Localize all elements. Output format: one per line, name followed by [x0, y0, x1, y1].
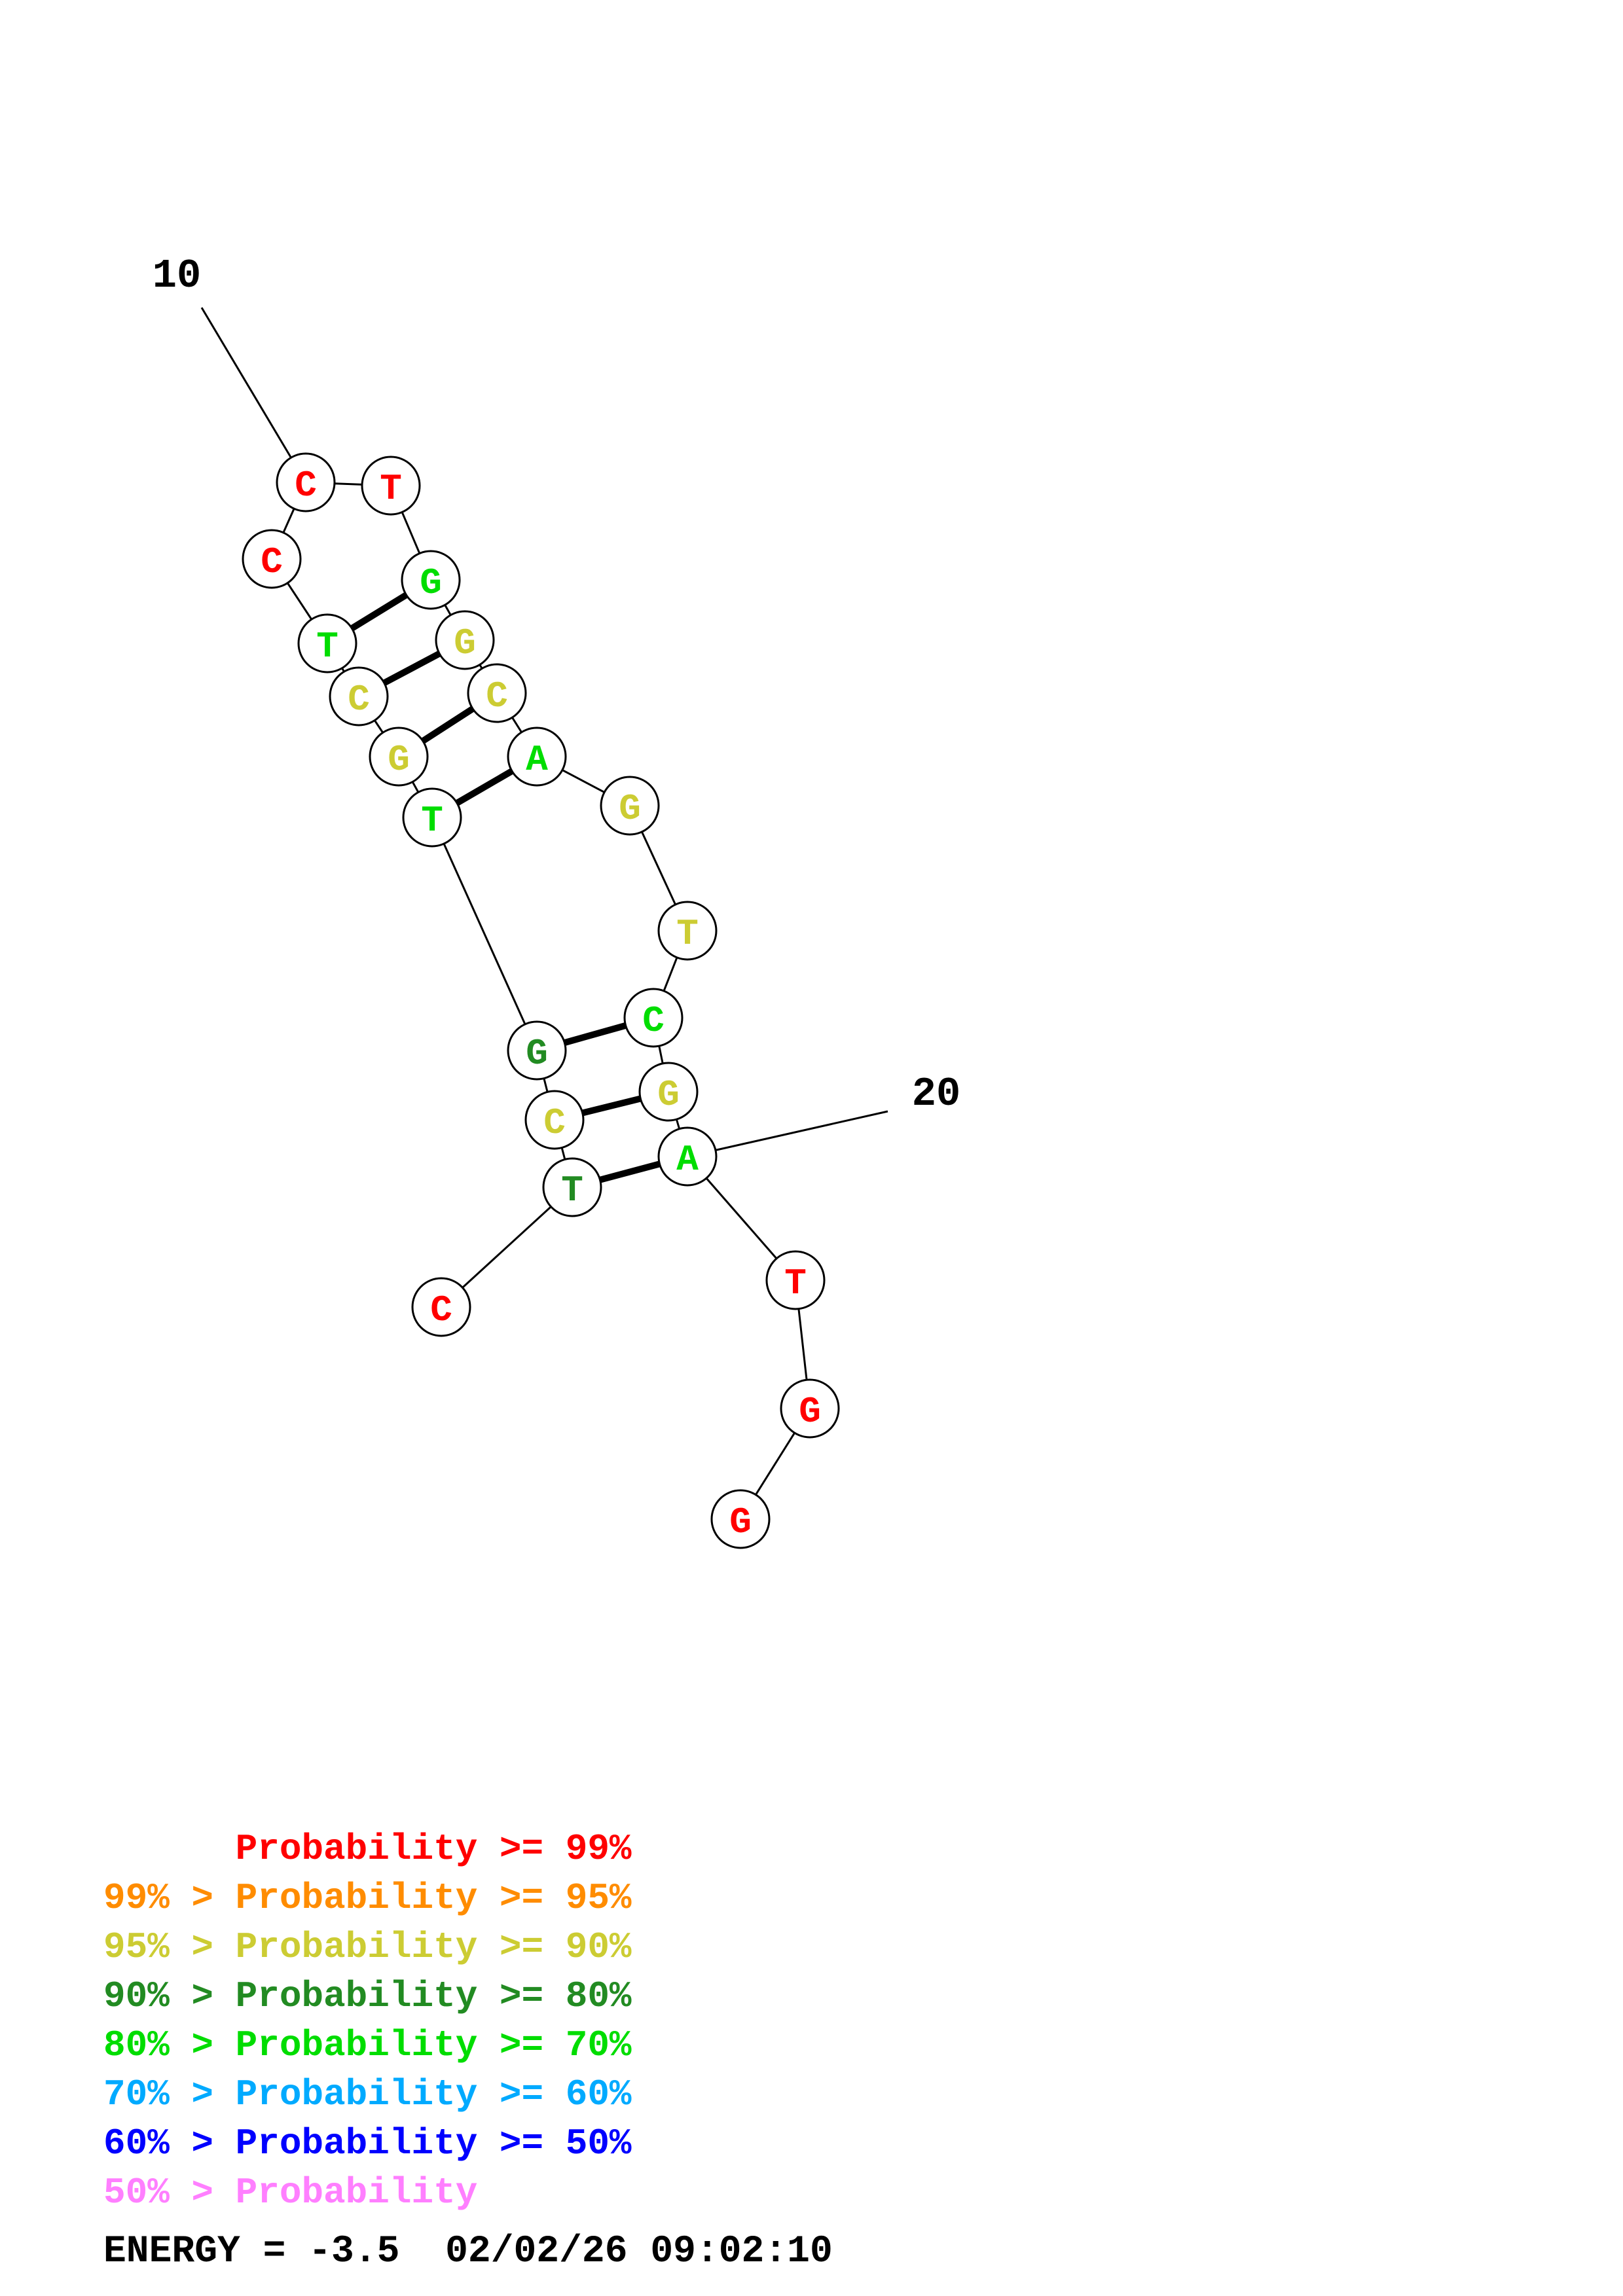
nucleotide-circle-9 [242, 529, 302, 589]
nucleotide-circle-18 [623, 988, 684, 1048]
nucleotide-base-7-C: C [348, 679, 370, 721]
nucleotide-circle-2 [542, 1157, 602, 1217]
nucleotide-base-13-G: G [454, 622, 476, 664]
probability-legend: Probability >= 99% 99% > Probability >= 9… [103, 1825, 632, 2217]
nucleotide-base-23-G: G [729, 1501, 752, 1543]
nucleotide-base-21-T: T [784, 1263, 807, 1304]
legend-item-4: 80% > Probability >= 70% [103, 2024, 632, 2066]
position-label-10: 10 [153, 253, 201, 299]
energy-timestamp-text: ENERGY = -3.5 02/02/26 09:02:10 [103, 2231, 833, 2273]
nucleotide-circle-10 [276, 452, 336, 512]
nucleotide-base-2-T: T [561, 1170, 583, 1211]
nucleotide-base-5-T: T [421, 800, 443, 842]
nucleotide-base-11-T: T [380, 468, 402, 510]
nucleotide-circle-5 [402, 787, 462, 848]
nucleotide-base-10-C: C [295, 465, 317, 507]
label-pointer-line-10 [200, 307, 307, 483]
legend-item-2: 95% > Probability >= 90% [103, 1926, 632, 1968]
nucleotide-base-20-A: A [676, 1139, 699, 1181]
nucleotide-circle-23 [710, 1489, 771, 1549]
legend-item-5: 70% > Probability >= 60% [103, 2073, 632, 2115]
nucleotide-circle-4 [507, 1020, 567, 1081]
nucleotide-base-19-G: G [657, 1074, 680, 1116]
nucleotide-circle-7 [329, 666, 389, 726]
nucleotide-circle-15 [507, 726, 567, 787]
nucleotide-base-12-G: G [420, 562, 442, 604]
nucleotide-base-16-G: G [619, 788, 641, 830]
nucleotide-base-14-C: C [486, 675, 508, 717]
legend-item-7: 50% > Probability [103, 2172, 478, 2214]
nucleotide-circle-21 [765, 1250, 826, 1310]
legend-item-1: 99% > Probability >= 95% [103, 1877, 632, 1919]
nucleotide-circle-13 [435, 610, 495, 670]
nucleotide-circle-22 [780, 1378, 840, 1439]
nucleotide-circle-11 [361, 456, 421, 516]
nucleotide-base-6-G: G [388, 739, 410, 781]
position-label-20: 20 [912, 1071, 960, 1117]
nucleotide-circle-6 [369, 726, 429, 787]
legend-item-0: Probability >= 99% [103, 1828, 632, 1870]
nucleotide-circle-20 [657, 1126, 718, 1187]
nucleotide-circle-19 [638, 1062, 699, 1122]
nucleotide-base-15-A: A [526, 739, 548, 781]
label-pointer-line-20 [687, 1110, 888, 1158]
nucleotide-circle-1 [411, 1277, 471, 1337]
nucleotide-base-3-C: C [543, 1102, 566, 1144]
backbone-link-4-5 [431, 817, 538, 1051]
nucleotide-circle-8 [297, 613, 357, 673]
nucleotide-base-17-T: T [676, 913, 699, 955]
nucleotide-base-4-G: G [526, 1033, 548, 1075]
nucleotide-base-18-C: C [642, 1000, 665, 1042]
nucleotide-base-1-C: C [430, 1289, 452, 1331]
nucleotide-base-9-C: C [261, 541, 283, 583]
nucleotide-circle-16 [600, 776, 660, 836]
legend-item-6: 60% > Probability >= 50% [103, 2123, 632, 2164]
nucleotide-circle-3 [524, 1090, 585, 1150]
nucleotide-circle-12 [401, 550, 461, 610]
legend-item-3: 90% > Probability >= 80% [103, 1975, 632, 2017]
nucleotide-circle-14 [467, 663, 527, 723]
nucleotide-base-22-G: G [799, 1391, 821, 1433]
nucleotide-circle-17 [657, 901, 718, 961]
nucleotide-base-8-T: T [316, 626, 338, 668]
